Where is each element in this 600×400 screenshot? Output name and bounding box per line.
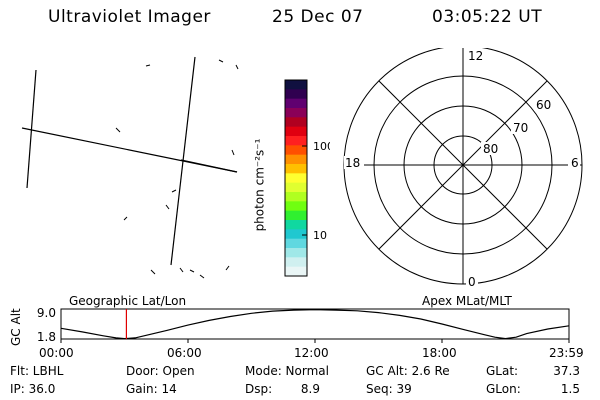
mlt-label-0: 0 xyxy=(468,275,476,288)
polar-plot: 12 6 0 18 60 70 80 xyxy=(343,48,583,288)
info-glat-label: GLat: xyxy=(486,364,519,378)
instrument-title: Ultraviolet Imager xyxy=(48,7,211,27)
geo-coastline-fragments xyxy=(115,59,239,279)
mlat-label-70: 70 xyxy=(513,121,528,135)
colorbar-stripe xyxy=(285,266,307,277)
info-mode: Mode: Normal xyxy=(245,364,329,378)
info-glon-label: GLon: xyxy=(486,382,521,396)
info-ip: IP: 36.0 xyxy=(10,382,56,396)
colorbar-stripe xyxy=(285,117,307,128)
geo-latitude-line-2 xyxy=(180,159,238,173)
colorbar-stripe xyxy=(285,173,307,184)
colorbar-stripe xyxy=(285,98,307,109)
colorbar-tick-label-100: 100 xyxy=(313,140,330,153)
altitude-xticks xyxy=(60,339,570,343)
altitude-curve xyxy=(60,309,570,340)
info-flt: Flt: LBHL xyxy=(10,364,64,378)
info-door: Door: Open xyxy=(126,364,195,378)
info-dsp-value: 8.9 xyxy=(300,382,320,396)
altitude-ylabel: GC Alt xyxy=(9,308,23,346)
mlat-label-60: 60 xyxy=(536,98,551,112)
time-label: 03:05:22 UT xyxy=(432,7,543,27)
colorbar-stripe xyxy=(285,154,307,165)
mlt-label-12: 12 xyxy=(468,49,483,63)
ytick-label-1_8: 1.8 xyxy=(37,330,56,344)
geo-meridian-left xyxy=(26,69,37,189)
mlt-label-18: 18 xyxy=(345,156,360,170)
mlat-label-80: 80 xyxy=(483,142,498,156)
colorbar-stripe xyxy=(285,229,307,240)
xtick-label-06: 06:00 xyxy=(167,346,202,360)
colorbar-stripe xyxy=(285,201,307,212)
xtick-label-00: 00:00 xyxy=(39,346,74,360)
colorbar-stripe xyxy=(285,182,307,193)
xtick-label-18: 18:00 xyxy=(422,346,457,360)
colorbar-stripe xyxy=(285,238,307,249)
altitude-chart-frame xyxy=(60,308,570,340)
geo-grid-lines xyxy=(21,56,238,266)
colorbar: 100 10 xyxy=(284,79,330,277)
colorbar-stripe xyxy=(285,248,307,258)
colorbar-stripe xyxy=(285,145,307,156)
date-label: 25 Dec 07 xyxy=(272,7,364,27)
xtick-label-2359: 23:59 xyxy=(549,346,584,360)
colorbar-stripe xyxy=(285,192,307,202)
info-glat-value: 37.3 xyxy=(553,364,580,378)
colorbar-stripes xyxy=(285,80,307,277)
colorbar-stripe xyxy=(285,220,307,230)
polar-panel-label: Apex MLat/MLT xyxy=(422,294,512,308)
colorbar-stripe xyxy=(285,126,307,137)
info-dsp-label: Dsp: xyxy=(245,382,273,396)
colorbar-unit-label: photon cm⁻²s⁻¹ xyxy=(252,138,267,232)
info-seq: Seq: 39 xyxy=(366,382,412,396)
geo-panel-label: Geographic Lat/Lon xyxy=(69,294,187,308)
info-gcalt: GC Alt: 2.6 Re xyxy=(366,364,450,378)
ytick-label-9: 9.0 xyxy=(37,306,56,320)
mlt-label-6: 6 xyxy=(571,156,579,170)
colorbar-stripe xyxy=(285,257,307,268)
altitude-chart: 9.0 1.8 GC Alt xyxy=(9,306,570,346)
polar-diagonal-2 xyxy=(378,80,548,250)
colorbar-stripe xyxy=(285,136,307,146)
colorbar-tick-label-10: 10 xyxy=(313,229,327,242)
colorbar-stripe xyxy=(285,89,307,100)
info-gain: Gain: 14 xyxy=(126,382,177,396)
info-glon-value: 1.5 xyxy=(560,382,580,396)
colorbar-stripe xyxy=(285,80,307,90)
xtick-label-12: 12:00 xyxy=(294,346,329,360)
colorbar-stripe xyxy=(285,164,307,174)
colorbar-stripe xyxy=(285,210,307,221)
colorbar-frame xyxy=(284,79,308,277)
colorbar-stripe xyxy=(285,108,307,118)
